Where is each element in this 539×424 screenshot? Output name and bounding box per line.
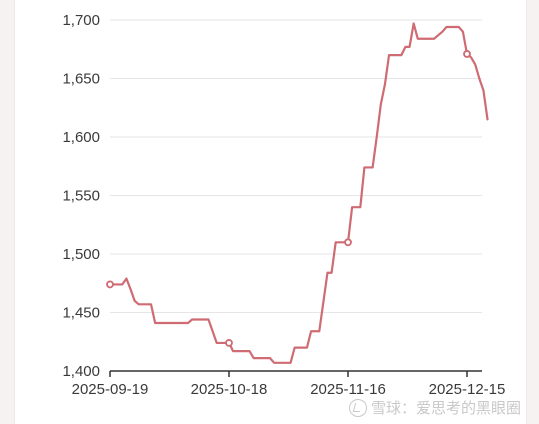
data-point-marker [463, 50, 471, 58]
chart-markers [106, 50, 471, 347]
y-tick-label: 1,550 [62, 188, 100, 205]
chart-gridlines [110, 19, 482, 313]
y-tick-label: 1,650 [62, 71, 100, 88]
y-tick-label: 1,700 [62, 12, 100, 29]
y-tick-label: 1,500 [62, 246, 100, 263]
y-tick-label: 1,600 [62, 129, 100, 146]
x-axis: 2025-09-19 2025-10-18 2025-11-16 2025-12-15 [72, 370, 506, 398]
data-point-marker [225, 339, 233, 347]
left-frame-edge [0, 0, 15, 424]
x-tick-label: 2025-12-15 [429, 381, 506, 398]
y-axis-tick-labels: 1,400 1,450 1,500 1,550 1,600 1,650 1,700 [62, 12, 100, 380]
x-tick-label: 2025-10-18 [191, 381, 268, 398]
chart-series [108, 22, 489, 364]
x-tick-label: 2025-09-19 [72, 381, 149, 398]
watermark: 雪球：爱思考的黑眼圈 [348, 397, 521, 418]
xueqiu-logo-icon [348, 398, 367, 417]
watermark-text: 雪球：爱思考的黑眼圈 [370, 399, 521, 417]
y-tick-label: 1,400 [62, 363, 100, 380]
data-point-marker [106, 280, 114, 289]
right-frame-edge [526, 0, 539, 424]
series-line [108, 22, 489, 364]
y-tick-label: 1,450 [62, 305, 100, 322]
data-point-marker [344, 238, 352, 247]
x-tick-label: 2025-11-16 [310, 381, 386, 398]
